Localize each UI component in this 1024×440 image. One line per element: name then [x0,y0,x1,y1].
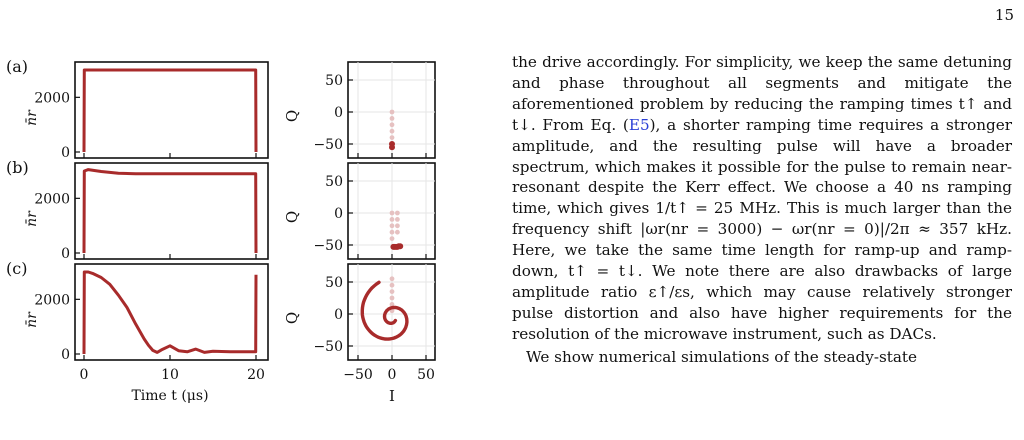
iq-point [389,229,395,235]
iq-point [389,289,395,294]
iq-y-tick-label: 50 [325,174,343,190]
nr-y-tick-label: 2000 [34,90,70,106]
nr-y-axis-label: n̄r [24,109,40,126]
iq-y-axis-label: Q [283,211,301,223]
iq-spiral-trajectory [360,280,409,341]
iq-point [389,122,395,128]
nr-curve [82,270,258,355]
paragraph-1-text-a: the drive accordingly. For simplicity, w… [512,53,1012,134]
nr-axes-frame [74,263,269,361]
paragraph-1: the drive accordingly. For simplicity, w… [512,52,1012,345]
iq-x-axis-label: I [389,387,395,405]
iq-point [389,135,395,141]
paragraph-2: We show numerical simulations of the ste… [526,347,918,366]
body-text: the drive accordingly. For simplicity, w… [512,52,1012,368]
iq-point [397,243,404,250]
iq-y-tick-label: 0 [334,206,343,222]
time-x-axis-label: Time t (μs) [131,388,208,404]
iq-point [389,282,395,288]
iq-y-tick-label: −50 [313,339,343,355]
equation-reference-link[interactable]: E5 [628,115,650,134]
iq-point [389,276,395,282]
nr-y-tick-label: 0 [61,145,70,161]
iq-y-axis-label: Q [283,312,301,324]
iq-point [389,109,395,115]
iq-point [389,210,395,216]
nr-y-tick-label: 2000 [34,292,70,308]
time-x-tick-label: 10 [161,367,179,383]
paragraph-1-text-b: ), a shorter ramping time requires a str… [512,115,1012,343]
iq-point [389,302,395,307]
nr-curve [82,168,258,254]
iq-point [395,217,400,222]
iq-point [389,128,395,134]
iq-x-tick-label: −50 [343,367,373,383]
nr-y-axis-label: n̄r [24,210,40,227]
nr-y-tick-label: 2000 [34,191,70,207]
panel-label: (c) [6,259,27,278]
iq-point [389,223,395,229]
nr-axes-frame [74,61,269,159]
iq-y-tick-label: −50 [313,137,343,153]
iq-point [389,236,395,242]
figure: (a)02000n̄r500−50Q(b)02000n̄r500−50Q(c)0… [6,57,436,405]
iq-y-tick-label: 0 [334,105,343,121]
iq-point [395,210,400,216]
iq-y-tick-label: −50 [313,238,343,254]
panel-label: (a) [6,57,28,76]
nr-y-axis-label: n̄r [24,311,40,328]
nr-y-tick-label: 0 [61,246,70,262]
nr-axes-frame [74,162,269,260]
iq-y-tick-label: 50 [325,73,343,89]
iq-point [389,144,395,151]
iq-point [395,223,400,229]
nr-curve [82,68,258,153]
panel-label: (b) [6,158,29,177]
time-x-tick-label: 0 [80,367,89,383]
time-x-tick-label: 20 [247,367,265,383]
iq-point [395,229,400,235]
iq-y-axis-label: Q [283,110,301,122]
page-number: 15 [994,6,1014,24]
iq-point [389,217,395,222]
iq-point [389,116,395,121]
iq-y-tick-label: 50 [325,275,343,291]
iq-x-tick-label: 50 [417,367,435,383]
iq-x-tick-label: 0 [388,367,397,383]
iq-point [389,295,395,301]
nr-y-tick-label: 0 [61,347,70,363]
iq-y-tick-label: 0 [334,307,343,323]
